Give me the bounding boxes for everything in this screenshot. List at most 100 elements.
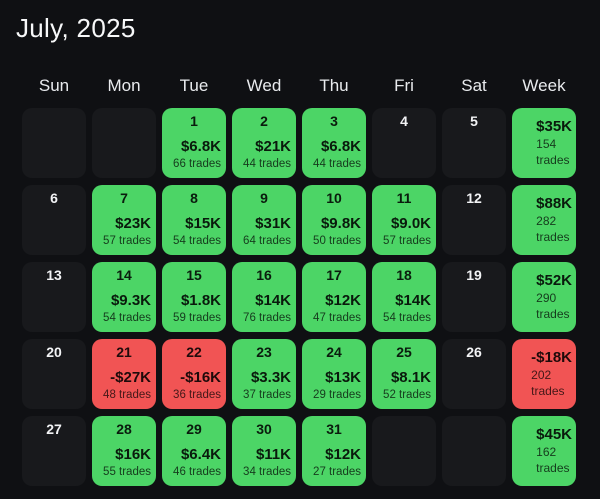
day-cell-12[interactable]: 12	[442, 185, 506, 256]
day-trades: 54 trades	[103, 312, 151, 325]
day-pnl: $15K	[185, 215, 221, 233]
day-cell-5[interactable]: 5	[442, 108, 506, 179]
week-trades-word: trades	[536, 460, 570, 475]
day-number: 11	[396, 190, 412, 207]
week-total-content: -$18K 202 trades	[531, 349, 572, 399]
day-number: 8	[190, 190, 198, 207]
week-column-header: Week	[522, 76, 566, 96]
day-number: 4	[400, 113, 408, 130]
day-pnl: -$16K	[180, 369, 221, 387]
day-trades: 54 trades	[173, 235, 221, 248]
day-pnl: $6.8K	[320, 138, 361, 156]
week-total-cell-3[interactable]: $52K 290 trades	[512, 262, 576, 333]
day-pnl: $9.8K	[320, 215, 361, 233]
day-number: 16	[256, 267, 272, 284]
day-cell-4[interactable]: 4	[372, 108, 436, 179]
day-cell-26[interactable]: 26	[442, 339, 506, 410]
day-pnl: $13K	[325, 369, 361, 387]
day-cell-27[interactable]: 27	[22, 416, 86, 487]
week-total-cell-4[interactable]: -$18K 202 trades	[512, 339, 576, 410]
weekday-header-mon: Mon	[107, 76, 141, 96]
day-cell-11[interactable]: 11 $9.0K 57 trades	[372, 185, 436, 256]
day-cell-18[interactable]: 18 $14K 54 trades	[372, 262, 436, 333]
day-cell-24[interactable]: 24 $13K 29 trades	[302, 339, 366, 410]
day-cell-21[interactable]: 21 -$27K 48 trades	[92, 339, 156, 410]
week-trades-count: 290	[536, 290, 557, 305]
calendar: Sun Mon Tue Wed Thu Fri Sat Week 1 $6.8K…	[22, 75, 576, 487]
day-cell-6[interactable]: 6	[22, 185, 86, 256]
day-cell-31[interactable]: 31 $12K 27 trades	[302, 416, 366, 487]
day-number: 28	[116, 421, 132, 438]
day-cell-29[interactable]: 29 $6.4K 46 trades	[162, 416, 226, 487]
day-trades: 48 trades	[103, 389, 151, 402]
day-number: 15	[186, 267, 202, 284]
day-number: 31	[326, 421, 342, 438]
week-trades-count: 282	[536, 213, 557, 228]
blank-cell	[442, 416, 506, 487]
day-cell-3[interactable]: 3 $6.8K 44 trades	[302, 108, 366, 179]
day-cell-8[interactable]: 8 $15K 54 trades	[162, 185, 226, 256]
week-trades-count: 162	[536, 444, 557, 459]
day-trades: 46 trades	[173, 466, 221, 479]
day-number: 27	[46, 421, 62, 438]
day-trades: 36 trades	[173, 389, 221, 402]
day-cell-9[interactable]: 9 $31K 64 trades	[232, 185, 296, 256]
day-pnl: $9.3K	[110, 292, 151, 310]
day-cell-2[interactable]: 2 $21K 44 trades	[232, 108, 296, 179]
day-pnl: $14K	[255, 292, 291, 310]
day-trades: 55 trades	[103, 466, 151, 479]
day-number: 14	[116, 267, 132, 284]
weekday-header-tue: Tue	[179, 76, 209, 96]
blank-cell	[22, 108, 86, 179]
week-total-cell-2[interactable]: $88K 282 trades	[512, 185, 576, 256]
day-pnl: $8.1K	[390, 369, 431, 387]
day-cell-14[interactable]: 14 $9.3K 54 trades	[92, 262, 156, 333]
day-pnl: $31K	[255, 215, 291, 233]
week-trades-word: trades	[536, 229, 570, 244]
day-pnl: $16K	[115, 446, 151, 464]
day-pnl: $12K	[325, 446, 361, 464]
day-cell-23[interactable]: 23 $3.3K 37 trades	[232, 339, 296, 410]
week-total-content: $52K 290 trades	[536, 272, 572, 322]
weekday-header-sun: Sun	[38, 76, 70, 96]
day-trades: 52 trades	[383, 389, 431, 402]
week-trades-count: 154	[536, 136, 557, 151]
week-pnl: -$18K	[531, 348, 572, 366]
day-trades: 57 trades	[383, 235, 431, 248]
week-total-cell-1[interactable]: $35K 154 trades	[512, 108, 576, 179]
day-cell-7[interactable]: 7 $23K 57 trades	[92, 185, 156, 256]
week-pnl: $35K	[536, 117, 572, 135]
day-cell-25[interactable]: 25 $8.1K 52 trades	[372, 339, 436, 410]
day-number: 26	[466, 344, 482, 361]
weekday-header-sat: Sat	[461, 76, 487, 96]
day-trades: 59 trades	[173, 312, 221, 325]
day-cell-19[interactable]: 19	[442, 262, 506, 333]
weekday-header-row: Sun Mon Tue Wed Thu Fri Sat Week	[22, 75, 576, 97]
week-trades-count: 202	[531, 367, 552, 382]
day-cell-17[interactable]: 17 $12K 47 trades	[302, 262, 366, 333]
blank-cell	[92, 108, 156, 179]
day-pnl: $21K	[255, 138, 291, 156]
week-total-cell-5[interactable]: $45K 162 trades	[512, 416, 576, 487]
day-number: 5	[470, 113, 478, 130]
day-cell-16[interactable]: 16 $14K 76 trades	[232, 262, 296, 333]
day-cell-10[interactable]: 10 $9.8K 50 trades	[302, 185, 366, 256]
day-cell-15[interactable]: 15 $1.8K 59 trades	[162, 262, 226, 333]
day-pnl: $9.0K	[390, 215, 431, 233]
week-trades-word: trades	[536, 306, 570, 321]
day-cell-13[interactable]: 13	[22, 262, 86, 333]
day-number: 10	[326, 190, 342, 207]
day-number: 2	[260, 113, 268, 130]
weekday-header-thu: Thu	[319, 76, 349, 96]
day-cell-28[interactable]: 28 $16K 55 trades	[92, 416, 156, 487]
day-cell-30[interactable]: 30 $11K 34 trades	[232, 416, 296, 487]
day-number: 21	[116, 344, 132, 361]
day-trades: 47 trades	[313, 312, 361, 325]
day-number: 17	[326, 267, 342, 284]
day-number: 23	[256, 344, 272, 361]
day-cell-1[interactable]: 1 $6.8K 66 trades	[162, 108, 226, 179]
day-trades: 29 trades	[313, 389, 361, 402]
day-cell-20[interactable]: 20	[22, 339, 86, 410]
day-number: 3	[330, 113, 338, 130]
day-cell-22[interactable]: 22 -$16K 36 trades	[162, 339, 226, 410]
